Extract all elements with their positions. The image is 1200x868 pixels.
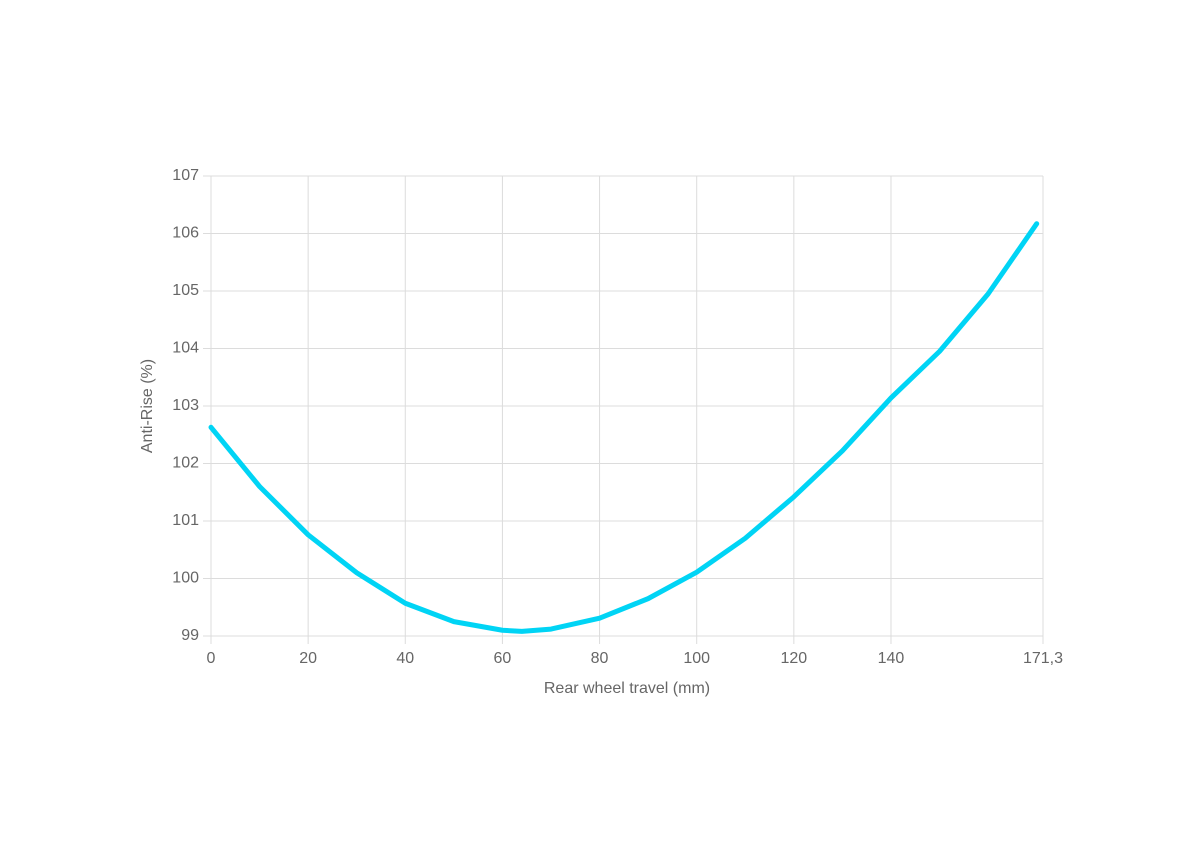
x-tick-label: 20 xyxy=(299,650,317,667)
x-tick-label: 80 xyxy=(591,650,609,667)
x-tick-label: 100 xyxy=(683,650,710,667)
y-tick-label: 101 xyxy=(172,512,199,529)
y-tick-label: 103 xyxy=(172,397,199,414)
y-tick-label: 105 xyxy=(172,282,199,299)
y-axis-label: Anti-Rise (%) xyxy=(139,359,156,453)
x-tick-label: 0 xyxy=(207,650,216,667)
y-tick-label: 99 xyxy=(181,627,199,644)
y-tick-label: 106 xyxy=(172,225,199,242)
y-tick-label: 102 xyxy=(172,455,199,472)
y-tick-label: 107 xyxy=(172,167,199,184)
y-tick-label: 100 xyxy=(172,570,199,587)
x-tick-label: 120 xyxy=(780,650,807,667)
x-tick-label: 140 xyxy=(878,650,905,667)
x-tick-label: 171,3 xyxy=(1023,650,1063,667)
x-tick-label: 60 xyxy=(494,650,512,667)
x-axis-label: Rear wheel travel (mm) xyxy=(544,680,710,697)
x-tick-label: 40 xyxy=(396,650,414,667)
y-tick-label: 104 xyxy=(172,340,199,357)
data-line xyxy=(208,221,1040,634)
